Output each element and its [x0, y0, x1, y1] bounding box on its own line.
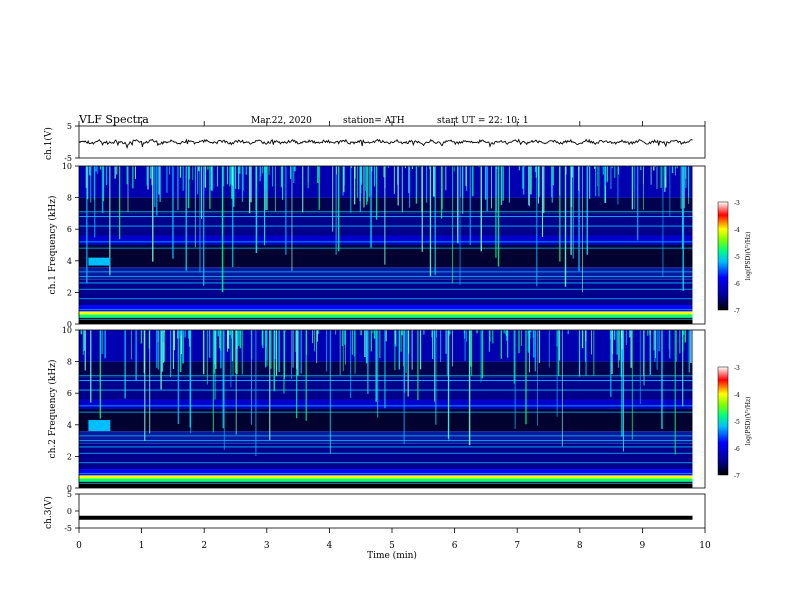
spectrogram-band [79, 166, 693, 198]
colorbar-tick-label: -7 [734, 308, 740, 315]
spectrogram-band [79, 197, 693, 214]
spectrogram-band [79, 267, 693, 280]
y-tick-label: 8 [67, 358, 72, 367]
x-tick-label: 10 [699, 541, 711, 551]
y-tick-label: 6 [67, 225, 72, 234]
ch2-spectrogram [79, 330, 705, 488]
ch1-spectrogram-ylabel: ch.1 Frequency (kHz) [47, 196, 58, 295]
y-tick-label: 8 [67, 194, 72, 203]
spectrogram-burst [88, 257, 111, 266]
ch1-colorbar-label: log(PSD)(V²/Hz) [745, 232, 752, 281]
x-tick-label: 7 [514, 541, 520, 551]
y-tick-label: 0 [67, 484, 72, 493]
spectrogram-band [79, 317, 693, 324]
start-time-label: start UT = 22: 10: 1 [437, 116, 529, 126]
spectrogram-band [79, 314, 693, 318]
spectrogram-band [79, 361, 693, 378]
x-tick-label: 9 [640, 541, 646, 551]
x-tick-label: 4 [327, 541, 333, 551]
spectrogram-band [79, 311, 693, 315]
spectrogram-band [79, 475, 693, 479]
colorbar-tick-label: -7 [734, 473, 740, 480]
colorbar-tick-label: -6 [734, 446, 740, 453]
spectrogram-band [79, 469, 693, 476]
spectrogram-band [79, 279, 693, 306]
colorbar-tick-label: -4 [734, 392, 740, 399]
y-tick-label: 2 [67, 288, 72, 297]
y-tick-label: 10 [62, 326, 72, 335]
figure-title: VLF Spectra [78, 113, 149, 126]
ch2-spectrogram-ylabel: ch.2 Frequency (kHz) [47, 360, 58, 459]
y-tick-label: 2 [67, 452, 72, 461]
spectrogram-band [79, 399, 693, 409]
ch2-colorbar-label: log(PSD)(V²/Hz) [745, 397, 752, 446]
ch1-spectrogram [79, 166, 705, 324]
x-tick-label: 8 [577, 541, 583, 551]
spectrogram-band [79, 377, 693, 400]
x-tick-label: 0 [76, 541, 82, 551]
spectrogram-band [79, 481, 693, 488]
y-tick-label: 6 [67, 389, 72, 398]
colorbar-tick-label: -3 [734, 365, 740, 372]
x-tick-label: 5 [389, 541, 395, 551]
spectrogram-band [79, 478, 693, 482]
ch2-colorbar [717, 366, 729, 476]
x-tick-label: 6 [452, 541, 458, 551]
spectrogram-blank [692, 166, 705, 324]
y-tick-label: 10 [62, 162, 72, 171]
y-tick-label: 5 [67, 122, 72, 131]
colorbar-tick-label: -5 [734, 254, 740, 261]
station-label: station= ATH [343, 116, 405, 126]
spectrogram-band [79, 235, 693, 245]
x-tick-label: 3 [264, 541, 270, 551]
date-label: Mar.22, 2020 [251, 116, 312, 126]
spectrogram-blank [692, 330, 705, 488]
y-tick-label: 0 [67, 507, 72, 516]
spectrogram-band [79, 305, 693, 312]
x-tick-label: 2 [201, 541, 207, 551]
y-tick-label: -5 [64, 524, 72, 533]
colorbar-tick-label: -5 [734, 419, 740, 426]
ch2-spectrogram-frame [78, 329, 706, 489]
y-tick-label: 4 [67, 421, 72, 430]
ch3-waveform-frame [78, 493, 706, 529]
x-tick-label: 1 [139, 541, 145, 551]
y-tick-label: 5 [67, 490, 72, 499]
spectrogram-band [79, 443, 693, 470]
spectrogram-burst [88, 420, 111, 432]
y-tick-label: 0 [67, 320, 72, 329]
y-tick-label: -5 [64, 154, 72, 163]
y-tick-label: 4 [67, 257, 72, 266]
colorbar-tick-label: -3 [734, 200, 740, 207]
ch3-waveform-ylabel: ch.3(V) [43, 496, 54, 529]
ch1-colorbar [717, 201, 729, 311]
spectrogram-band [79, 431, 693, 444]
colorbar-tick-label: -4 [734, 227, 740, 234]
ch1-spectrogram-frame [78, 165, 706, 325]
spectrogram-band [79, 409, 693, 432]
axis-ticks: 0 1 2 3 4 5 6 7 8 9 105-50246810024681050-5-3-4-5-… [62, 121, 740, 551]
ch1-waveform-ylabel: ch.1(V) [43, 127, 54, 160]
colorbar-tick-label: -6 [734, 281, 740, 288]
x-axis-label: Time (min) [367, 550, 417, 561]
ch1-waveform-line [78, 138, 693, 150]
